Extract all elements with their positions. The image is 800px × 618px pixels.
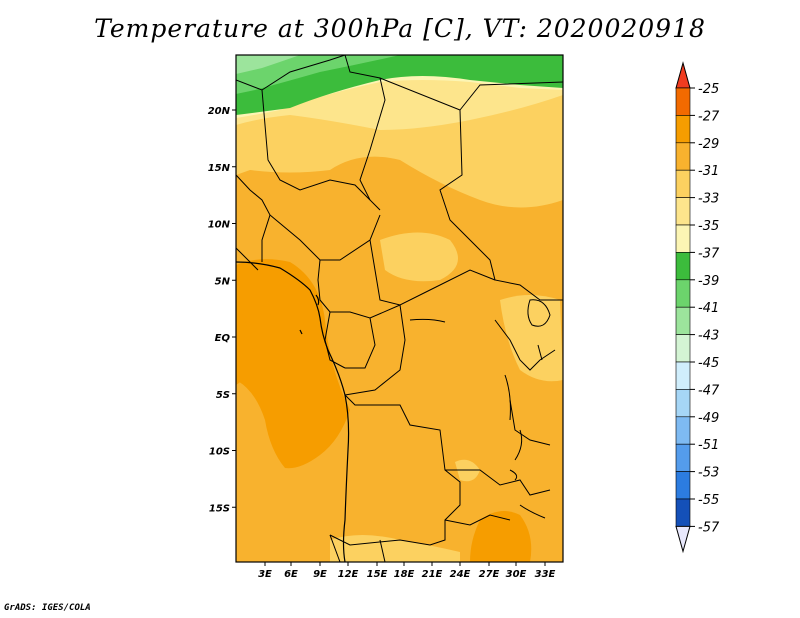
latitude-axis: 20N 15N 10N 5N EQ 5S 10S 15S: [208, 106, 236, 514]
lon-tick-label: 30E: [506, 569, 527, 580]
colorbar-label: -35: [698, 219, 719, 234]
colorbar-label: -43: [698, 329, 719, 344]
lat-tick-label: 15N: [208, 163, 231, 174]
lon-tick-label: 33E: [535, 569, 556, 580]
colorbar-label: -55: [698, 493, 719, 508]
colorbar-label: -57: [698, 520, 720, 535]
colorbar-top-triangle: [675, 61, 691, 89]
lon-tick-label: 12E: [338, 569, 359, 580]
colorbar-label: -31: [698, 164, 719, 179]
colorbar-label: -51: [698, 438, 719, 453]
lon-tick-label: 18E: [394, 569, 415, 580]
colorbar-swatch: [675, 361, 691, 390]
field-band-m37-m39: [236, 55, 400, 94]
colorbar-label: -25: [698, 82, 719, 97]
lon-tick-label: 21E: [422, 569, 443, 580]
lat-tick-label: 15S: [209, 503, 230, 514]
lon-tick-label: 15E: [367, 569, 388, 580]
colorbar-swatch: [675, 197, 691, 226]
colorbar-swatch: [675, 252, 691, 281]
colorbar-swatch: [675, 169, 691, 198]
colorbar-swatch: [675, 443, 691, 472]
colorbar-label: -29: [698, 137, 719, 152]
lat-tick-label: 5S: [216, 390, 230, 401]
colorbar-swatch: [675, 306, 691, 335]
colorbar: -25 -27 -29 -31 -33 -35 -37 -39 -41 -43 -45 -47 -49 -…: [675, 61, 720, 554]
temperature-field: [236, 55, 563, 562]
colorbar-label: -45: [698, 356, 719, 371]
lon-tick-label: 6E: [284, 569, 298, 580]
colorbar-swatch: [675, 279, 691, 308]
lon-tick-label: 24E: [450, 569, 471, 580]
colorbar-swatch: [675, 224, 691, 253]
colorbar-label: -33: [698, 192, 719, 207]
lon-tick-label: 3E: [258, 569, 272, 580]
country-borders: [236, 55, 563, 562]
colorbar-label: -27: [698, 109, 720, 124]
colorbar-label: -53: [698, 466, 719, 481]
lon-tick-label: 9E: [313, 569, 327, 580]
colorbar-swatch: [675, 389, 691, 418]
lat-tick-label: 20N: [208, 106, 231, 117]
colorbar-label: -49: [698, 411, 719, 426]
lon-tick-label: 27E: [479, 569, 500, 580]
longitude-axis: 3E 6E 9E 12E 15E 18E 21E 24E 27E 30E 33E: [258, 562, 556, 580]
colorbar-swatch: [675, 142, 691, 171]
colorbar-swatch: [675, 498, 691, 527]
grads-credit: GrADS: IGES/COLA: [4, 603, 91, 613]
lat-tick-label: 10N: [208, 220, 231, 231]
map-title: Temperature at 300hPa [C], VT: 202002091…: [94, 14, 706, 43]
colorbar-label: -41: [698, 301, 719, 316]
field-band-m25-m27: [236, 259, 350, 469]
colorbar-swatch: [675, 471, 691, 500]
colorbar-swatch: [675, 87, 691, 116]
lakes: [409, 299, 551, 519]
field-band-m39-m41: [236, 55, 300, 74]
map-frame: [235, 54, 564, 563]
colorbar-swatch: [675, 115, 691, 144]
lat-tick-label: 10S: [209, 447, 230, 458]
colorbar-bottom-triangle: [675, 525, 691, 554]
lat-tick-label: EQ: [215, 333, 231, 344]
colorbar-label: -37: [698, 246, 720, 261]
field-pocket-southeast: [470, 511, 532, 562]
colorbar-swatch: [675, 334, 691, 363]
coastline: [236, 261, 350, 562]
lat-tick-label: 5N: [215, 276, 231, 287]
colorbar-label: -47: [698, 383, 720, 398]
colorbar-swatch: [675, 416, 691, 445]
colorbar-label: -39: [698, 274, 719, 289]
